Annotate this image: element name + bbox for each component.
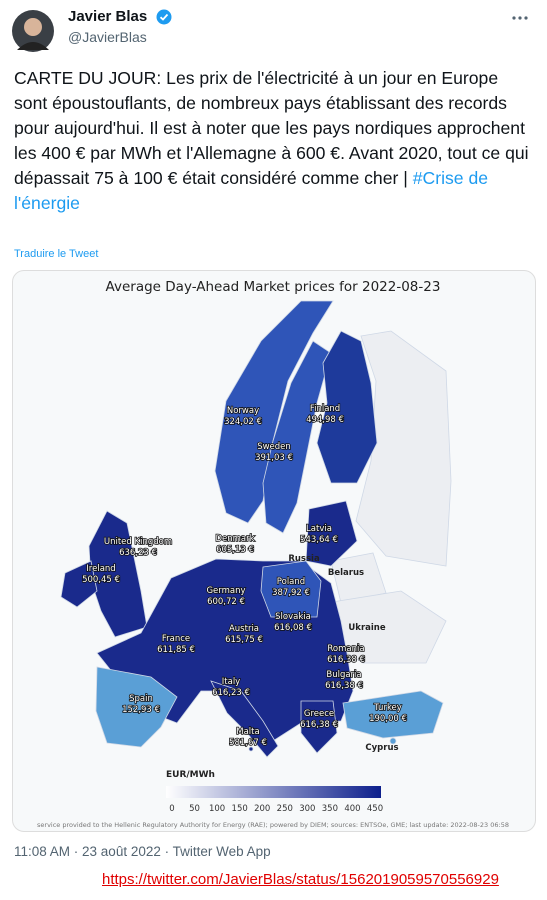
- legend-tick-label: 200: [254, 804, 270, 814]
- country-price: 500,45 €: [82, 575, 120, 585]
- country-price: 616,38 €: [300, 720, 338, 730]
- country-price: 616,23 €: [212, 688, 250, 698]
- country-price: 616,38 €: [325, 681, 363, 691]
- legend-tick-label: 0: [169, 804, 174, 814]
- united-kingdom: [88, 510, 148, 638]
- country-name: Sweden: [257, 442, 291, 452]
- baltics: [305, 500, 358, 567]
- country-name: Norway: [227, 406, 259, 416]
- legend-tick-label: 250: [277, 804, 293, 814]
- country-name: Bulgaria: [326, 670, 361, 680]
- avatar[interactable]: [12, 10, 54, 52]
- tweet-body: CARTE DU JOUR: Les prix de l'électricité…: [14, 68, 529, 188]
- italy: [210, 680, 279, 758]
- cyprus: [389, 737, 397, 745]
- hashtag[interactable]: #Crise de l'énergie: [14, 168, 489, 213]
- country-price: 190,00 €: [369, 714, 407, 724]
- country-price: 387,92 €: [272, 588, 310, 598]
- country-name: Poland: [277, 577, 305, 587]
- country-name: Russia: [288, 554, 320, 564]
- country-name: Turkey: [373, 703, 402, 713]
- country-price: 152,93 €: [122, 705, 160, 715]
- spain: [95, 666, 178, 748]
- country-price: 605,13 €: [216, 545, 254, 555]
- country-price: 543,64 €: [300, 535, 338, 545]
- map: Average Day-Ahead Market prices for 2022…: [37, 279, 509, 829]
- country-price: 600,72 €: [207, 597, 245, 607]
- legend-tick-label: 450: [367, 804, 383, 814]
- country-name: Cyprus: [365, 743, 398, 753]
- country-name: Denmark: [215, 534, 254, 544]
- country-name: Finland: [310, 404, 340, 414]
- country-name: Slovakia: [275, 612, 311, 622]
- tweet-text: CARTE DU JOUR: Les prix de l'électricité…: [14, 66, 536, 216]
- country-price: 615,75 €: [225, 635, 263, 645]
- country-price: 324,02 €: [224, 417, 262, 427]
- legend-tick-label: 350: [322, 804, 338, 814]
- map-credit: service provided to the Hellenic Regulat…: [37, 821, 509, 829]
- country-name: Greece: [304, 709, 334, 719]
- country-name: Latvia: [306, 524, 332, 534]
- country-price: 616,38 €: [327, 655, 365, 665]
- legend-colorbar: [166, 786, 381, 798]
- legend-tick-label: 50: [189, 804, 200, 814]
- country-name: Ireland: [86, 564, 115, 574]
- country-name: Germany: [206, 586, 245, 596]
- author-name[interactable]: Javier Blas: [68, 8, 148, 25]
- greece: [300, 700, 338, 754]
- legend-tick-label: 150: [232, 804, 248, 814]
- finland: [316, 330, 378, 484]
- legend-ticks: 0 50 100 150 200 250 300 350 400 450: [169, 804, 383, 814]
- country-price: 581,67 €: [229, 738, 267, 748]
- country-name: Austria: [229, 624, 259, 634]
- timestamp[interactable]: 11:08 AM · 23 août 2022 · Twitter Web Ap…: [14, 844, 271, 859]
- turkey: [342, 690, 444, 739]
- country-name: United Kingdom: [104, 537, 172, 547]
- country-name: Malta: [236, 727, 259, 737]
- country-price: 391,03 €: [255, 453, 293, 463]
- countries: [60, 300, 452, 758]
- ireland: [60, 560, 98, 608]
- more-menu[interactable]: [510, 14, 530, 22]
- author-handle[interactable]: @JavierBlas: [68, 29, 147, 45]
- country-name: Belarus: [328, 568, 364, 578]
- country-price: 611,85 €: [157, 645, 195, 655]
- legend-tick-label: 100: [209, 804, 225, 814]
- map-card[interactable]: Average Day-Ahead Market prices for 2022…: [12, 270, 536, 832]
- translate-link[interactable]: Traduire le Tweet: [14, 248, 99, 260]
- country-price: 494,98 €: [306, 415, 344, 425]
- country-name: Italy: [222, 677, 240, 687]
- country-name: Ukraine: [348, 623, 385, 633]
- norway: [214, 300, 334, 524]
- country-name: Spain: [129, 694, 153, 704]
- map-title: Average Day-Ahead Market prices for 2022…: [106, 279, 441, 295]
- legend-tick-label: 400: [344, 804, 360, 814]
- legend-title: EUR/MWh: [166, 770, 215, 780]
- poland: [260, 560, 322, 618]
- verified-badge: [156, 9, 172, 25]
- tweet-url[interactable]: https://twitter.com/JavierBlas/status/15…: [102, 871, 499, 888]
- country-name: Romania: [327, 644, 364, 654]
- sweden: [262, 340, 332, 534]
- country-price: 616,08 €: [274, 623, 312, 633]
- malta: [248, 746, 254, 752]
- country-name: France: [162, 634, 190, 644]
- country-price: 636,23 €: [119, 548, 157, 558]
- legend-tick-label: 300: [299, 804, 315, 814]
